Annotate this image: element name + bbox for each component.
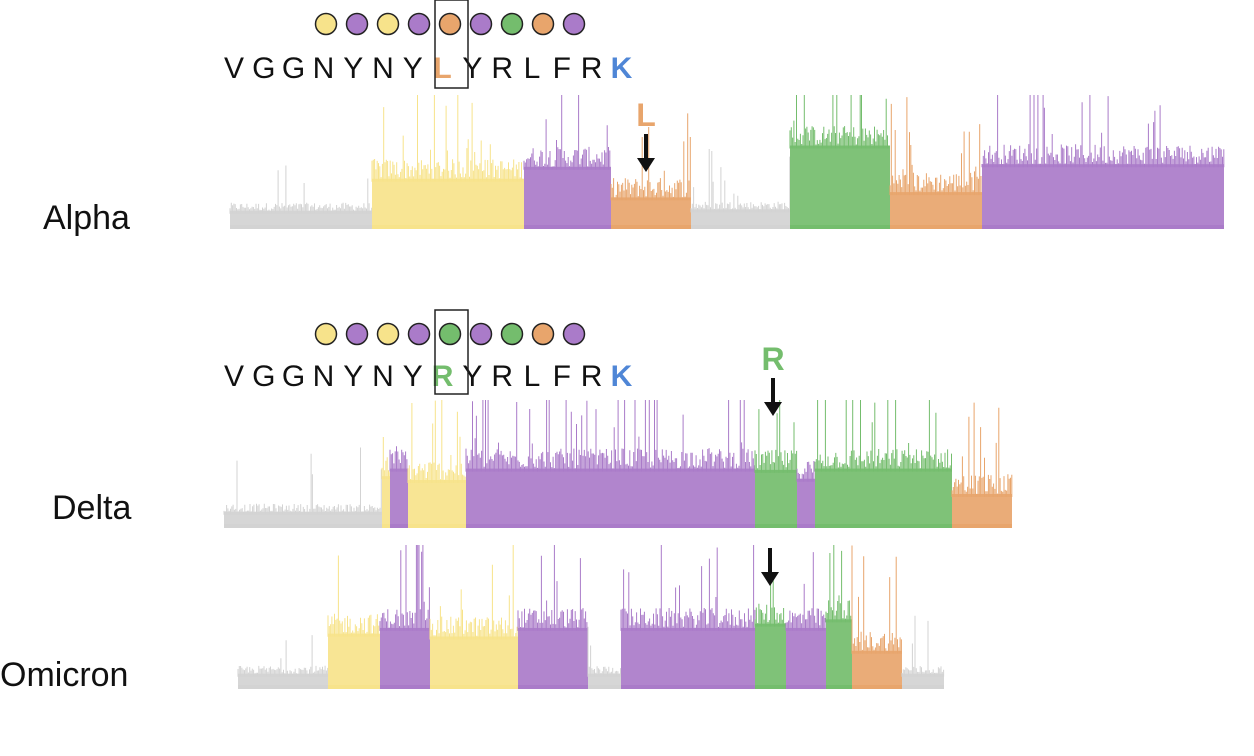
residue-circle-6 [469,12,493,36]
sequence-letter-9: Y [462,52,482,85]
residue-circle-4 [407,322,431,346]
sequence-letter-3: G [282,360,305,393]
sequence-letter-1: V [224,52,244,85]
sequence-letter-11: L [524,360,541,393]
residue-circle-2 [345,322,369,346]
trace-segment-8 [981,95,1225,229]
trace-segment-3 [389,446,408,528]
trace-segment-9 [785,552,826,689]
sequence-letter-2: G [252,360,275,393]
sequence-letter-4: N [313,360,335,393]
sequence-letter-10: R [491,360,513,393]
residue-circle-8 [531,12,555,36]
delta-down-arrow-icon [764,378,782,416]
alpha-variant-label: Alpha [43,199,130,237]
sequence-letter-8: L [433,52,451,85]
sequence-letter-6: N [372,52,394,85]
trace-segment-1 [237,635,329,689]
sequence-letter-2: G [252,52,275,85]
sequence-letter-12: F [553,52,571,85]
sequence-letter-4: N [313,52,335,85]
alpha-boxed-residue-frame [434,0,469,89]
sequence-letter-11: L [524,52,541,85]
sequence-letter-9: Y [462,360,482,393]
sequence-letter-3: G [282,52,305,85]
trace-segment-10 [825,545,853,689]
trace-segment-11 [851,545,902,689]
alpha-residue-circles [314,12,586,36]
residue-circle-7 [500,322,524,346]
trace-segment-6 [754,400,798,528]
trace-segment-2 [327,555,380,689]
residue-circle-5 [438,12,462,36]
trace-segment-12 [901,615,945,689]
residue-circle-8 [531,322,555,346]
alpha-arrow-label: L [636,97,656,133]
trace-segment-7 [889,97,982,229]
trace-segment-1 [229,165,373,229]
sequence-letter-1: V [224,360,244,393]
omicron-panel: Omicron [0,545,945,694]
trace-segment-8 [754,579,786,689]
sequence-letter-7: Y [403,52,423,85]
sequence-letter-7: Y [403,360,423,393]
trace-segment-6 [789,95,890,229]
delta-residue-circles [314,322,586,346]
residue-circle-5 [438,322,462,346]
trace-segment-3 [379,545,430,689]
delta-current-trace [223,400,1013,528]
trace-segment-4 [610,113,691,229]
residue-circle-1 [314,322,338,346]
omicron-variant-label: Omicron [0,656,128,694]
trace-segment-3 [523,95,611,229]
residue-circle-9 [562,12,586,36]
residue-circle-7 [500,12,524,36]
trace-segment-9 [951,402,1013,528]
trace-segment-8 [814,400,952,528]
delta-boxed-residue-frame [434,309,469,395]
sequence-letter-13: R [581,360,603,393]
trace-segment-5 [465,400,756,528]
alpha-down-arrow-icon [637,134,655,172]
residue-circle-4 [407,12,431,36]
trace-segment-1 [223,447,382,528]
sequence-letter-6: N [372,360,394,393]
trace-segment-4 [407,400,466,528]
residue-circle-2 [345,12,369,36]
sequence-letter-13: R [581,52,603,85]
trace-segment-2 [381,437,391,528]
trace-segment-6 [587,626,621,689]
trace-segment-2 [371,95,524,229]
omicron-current-trace [237,545,945,689]
residue-circle-9 [562,322,586,346]
trace-segment-4 [429,545,518,689]
trace-segment-7 [796,461,815,528]
residue-circle-6 [469,322,493,346]
sequence-letter-14: K [611,360,633,393]
alpha-current-trace [229,95,1225,229]
sequence-letter-14: K [611,52,633,85]
sequence-letter-12: F [553,360,571,393]
sequence-letter-5: Y [343,52,363,85]
delta-arrow-label: R [761,341,784,377]
residue-circle-3 [376,12,400,36]
residue-circle-3 [376,322,400,346]
trace-segment-7 [620,545,756,689]
omicron-down-arrow-icon [761,548,779,586]
sequence-letter-5: Y [343,360,363,393]
trace-segment-5 [690,149,791,229]
trace-segment-5 [517,545,588,689]
residue-circle-1 [314,12,338,36]
sequence-letter-10: R [491,52,513,85]
delta-variant-label: Delta [52,489,131,527]
sequence-letter-8: R [432,360,454,393]
